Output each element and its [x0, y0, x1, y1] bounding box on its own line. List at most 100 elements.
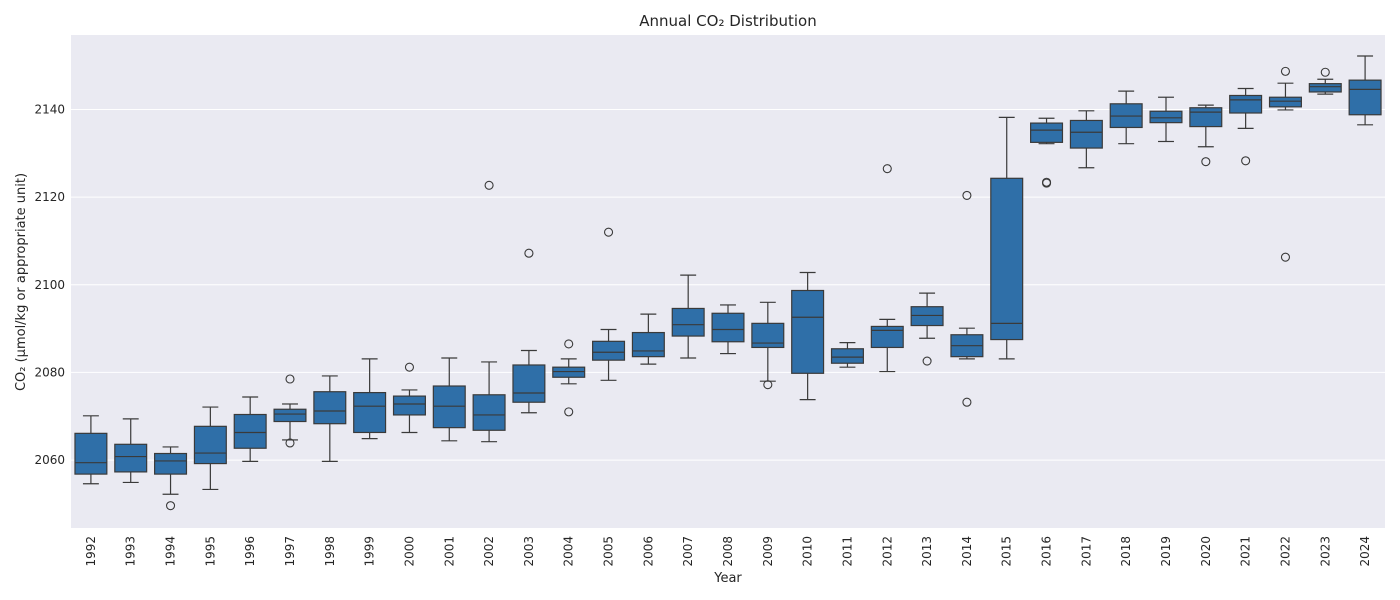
- x-tick-labels: 1992 1993 1994 1995 1996 1997 1998 1999 2000 2001…: [84, 536, 1372, 567]
- iqr-box: [870, 325, 904, 349]
- x-tick-label: 2007: [681, 536, 695, 567]
- outlier-point: [165, 501, 176, 511]
- box-2000: [392, 362, 426, 434]
- x-tick-label: 1999: [363, 536, 377, 567]
- iqr-box: [830, 348, 864, 364]
- outlier-point: [962, 190, 972, 200]
- outlier-point: [1201, 157, 1211, 167]
- x-tick-label: 2011: [840, 536, 854, 567]
- y-tick-label: 2120: [34, 190, 65, 204]
- iqr-box: [512, 364, 546, 403]
- x-tick-label: 2000: [402, 536, 416, 567]
- chart-title: Annual CO₂ Distribution: [639, 12, 816, 30]
- iqr-box: [910, 306, 944, 327]
- iqr-box: [791, 289, 825, 374]
- outlier-point: [763, 380, 773, 390]
- box-2019: [1149, 96, 1183, 143]
- outlier-point: [882, 164, 892, 174]
- outlier-point: [285, 374, 295, 384]
- outlier-point: [922, 356, 932, 366]
- box-2003: [512, 248, 546, 414]
- iqr-box: [1308, 83, 1342, 93]
- x-tick-label: 2001: [442, 536, 456, 567]
- outlier-point: [404, 362, 415, 372]
- box-2024: [1348, 55, 1382, 126]
- y-tick-label: 2100: [34, 278, 65, 292]
- x-tick-label: 2014: [960, 536, 974, 567]
- x-tick-label: 2006: [641, 536, 655, 567]
- iqr-box: [671, 307, 705, 337]
- iqr-box: [990, 177, 1024, 341]
- iqr-box: [193, 425, 227, 465]
- x-axis-label: Year: [713, 571, 742, 586]
- box-2014: [950, 190, 984, 407]
- box-1995: [193, 406, 227, 491]
- y-tick-labels: 2060 2080 2100 2120 2140: [34, 102, 65, 467]
- x-tick-label: 2021: [1239, 536, 1253, 567]
- x-tick-label: 2005: [602, 536, 616, 567]
- iqr-box: [273, 408, 307, 423]
- x-tick-label: 2019: [1159, 536, 1173, 567]
- x-tick-label: 2016: [1040, 536, 1054, 567]
- x-tick-label: 2012: [880, 536, 894, 567]
- y-tick-label: 2060: [34, 453, 65, 467]
- x-tick-label: 2002: [482, 536, 496, 567]
- iqr-box: [392, 395, 426, 416]
- x-tick-label: 1996: [243, 536, 257, 567]
- box-1994: [154, 446, 188, 511]
- iqr-box: [472, 394, 506, 431]
- iqr-box: [552, 366, 586, 378]
- iqr-box: [1069, 119, 1103, 149]
- x-tick-label: 1995: [203, 536, 217, 567]
- iqr-box: [154, 452, 188, 475]
- iqr-box: [592, 340, 626, 361]
- box-2009: [751, 301, 785, 390]
- box-2010: [791, 271, 825, 401]
- outlier-point: [484, 180, 494, 190]
- x-tick-label: 1998: [323, 536, 337, 567]
- box-2016: [1030, 117, 1064, 188]
- box-2011: [830, 342, 864, 368]
- outlier-point: [962, 397, 972, 407]
- x-tick-label: 2022: [1278, 536, 1292, 567]
- box-2015: [990, 116, 1024, 360]
- box-1997: [273, 374, 307, 448]
- box-2002: [472, 180, 506, 443]
- box-2012: [870, 164, 904, 373]
- iqr-box: [353, 391, 387, 434]
- x-tick-label: 2013: [920, 536, 934, 567]
- box-2006: [631, 313, 665, 365]
- outlier-point: [1280, 66, 1291, 76]
- x-tick-label: 2018: [1119, 536, 1133, 567]
- x-tick-label: 2003: [522, 536, 536, 567]
- plot-background: [71, 35, 1385, 528]
- iqr-box: [1149, 110, 1183, 124]
- outlier-point: [1241, 156, 1251, 166]
- x-tick-label: 2004: [562, 536, 576, 567]
- box-2005: [592, 227, 626, 381]
- box-2008: [711, 304, 745, 355]
- x-tick-label: 2017: [1079, 536, 1093, 567]
- gridlines: [71, 108, 1385, 461]
- iqr-box: [631, 331, 665, 358]
- x-tick-label: 2015: [1000, 536, 1014, 567]
- x-tick-label: 1993: [124, 536, 138, 567]
- iqr-box: [1348, 79, 1382, 116]
- x-tick-label: 2010: [801, 536, 815, 567]
- boxes: [74, 55, 1382, 511]
- box-2001: [432, 357, 466, 442]
- box-2023: [1308, 67, 1342, 95]
- box-2021: [1229, 87, 1263, 166]
- box-1998: [313, 375, 347, 462]
- box-2004: [552, 339, 586, 417]
- outlier-point: [524, 248, 534, 258]
- box-1999: [353, 358, 387, 440]
- x-tick-label: 2008: [721, 536, 735, 567]
- iqr-box: [1030, 122, 1064, 143]
- box-2007: [671, 274, 705, 359]
- x-tick-label: 1997: [283, 536, 297, 567]
- y-tick-label: 2080: [34, 365, 65, 379]
- y-axis-label: CO₂ (μmol/kg or appropriate unit): [14, 173, 29, 391]
